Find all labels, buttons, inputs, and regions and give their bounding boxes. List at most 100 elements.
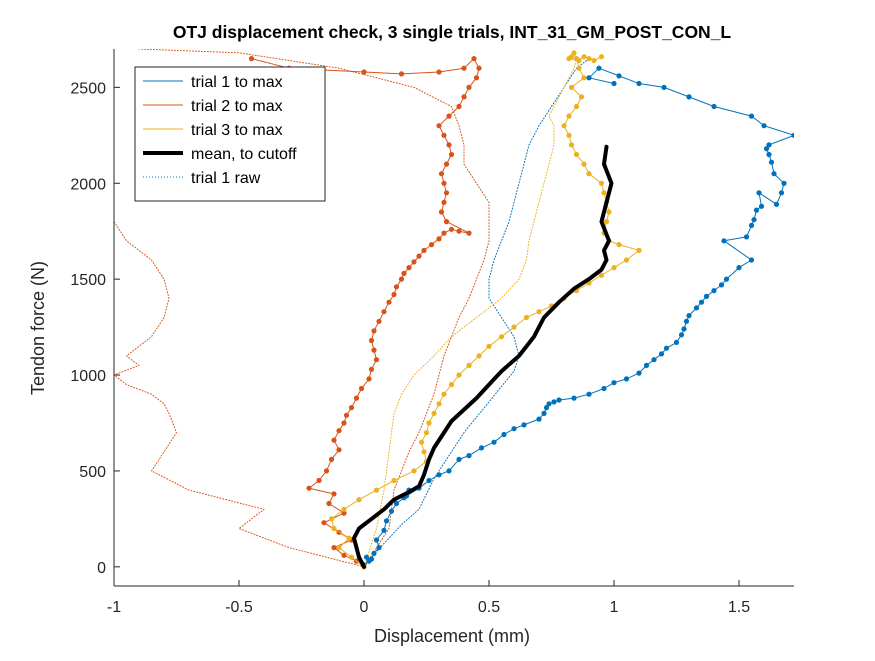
chart-title: OTJ displacement check, 3 single trials,…	[173, 22, 732, 42]
data-point	[316, 477, 322, 484]
data-point	[348, 405, 355, 411]
data-point	[393, 500, 400, 507]
data-point	[711, 288, 717, 294]
data-point	[486, 343, 492, 349]
data-point	[673, 339, 680, 345]
data-point	[761, 123, 767, 129]
data-point	[611, 380, 617, 386]
data-point	[426, 420, 432, 426]
data-point	[556, 397, 562, 403]
data-point	[373, 487, 380, 493]
data-point	[683, 318, 690, 324]
data-point	[603, 219, 610, 225]
data-point	[686, 94, 692, 100]
x-tick-label: -0.5	[225, 599, 253, 616]
x-axis-label: Displacement (mm)	[374, 626, 530, 646]
data-point	[756, 190, 762, 196]
data-point	[771, 171, 777, 177]
data-point	[448, 151, 455, 158]
data-point	[368, 366, 375, 372]
data-point	[446, 142, 452, 148]
data-point	[466, 230, 472, 236]
data-point	[306, 485, 312, 491]
data-point	[766, 142, 772, 148]
data-point	[663, 345, 670, 351]
series-line-3	[352, 144, 614, 569]
data-point	[391, 477, 397, 484]
data-point	[778, 190, 785, 196]
data-point	[366, 376, 372, 382]
data-point	[331, 525, 337, 532]
x-tick-label: 1.5	[728, 599, 750, 616]
data-point	[381, 309, 387, 315]
data-point	[573, 151, 580, 158]
data-point	[591, 57, 597, 64]
data-point	[551, 399, 557, 405]
data-point	[571, 395, 577, 401]
legend-label: trial 1 to max	[191, 74, 283, 91]
data-point	[478, 445, 485, 451]
data-point	[636, 370, 642, 376]
x-tick-label: 1	[610, 599, 619, 616]
data-point	[586, 171, 592, 177]
data-point	[616, 73, 622, 79]
data-point	[353, 395, 360, 401]
data-point	[616, 242, 622, 248]
data-point	[368, 556, 375, 562]
data-point	[748, 222, 755, 228]
y-tick-label: 1500	[70, 272, 106, 289]
data-point	[523, 314, 530, 321]
data-point	[736, 265, 742, 271]
data-point	[571, 50, 577, 56]
data-point	[361, 69, 367, 75]
data-point	[391, 291, 397, 298]
data-point	[401, 270, 407, 276]
data-point	[791, 132, 794, 138]
x-tick-label: -1	[107, 599, 121, 616]
data-point	[766, 151, 772, 158]
data-point	[376, 318, 382, 324]
data-point	[611, 265, 617, 271]
data-point	[456, 103, 462, 110]
y-tick-label: 2500	[70, 80, 106, 97]
data-point	[336, 545, 342, 551]
data-point	[358, 385, 365, 392]
legend: trial 1 to max trial 2 to max trial 3 to m…	[134, 66, 326, 202]
data-point	[763, 146, 770, 152]
data-point	[373, 357, 380, 363]
data-point	[381, 527, 387, 534]
data-point	[721, 238, 727, 244]
data-point	[601, 385, 607, 392]
y-tick-label: 500	[79, 464, 106, 481]
data-point	[596, 65, 602, 71]
data-point	[511, 426, 517, 432]
data-point	[466, 453, 472, 459]
data-point	[461, 94, 467, 100]
legend-label: trial 1 raw	[191, 170, 261, 187]
data-point	[456, 372, 462, 378]
data-point	[781, 180, 787, 186]
data-point	[441, 199, 447, 205]
data-point	[636, 80, 642, 87]
data-point	[328, 516, 335, 522]
data-point	[443, 190, 450, 196]
data-point	[371, 328, 377, 334]
data-point	[363, 554, 370, 560]
data-point	[773, 201, 780, 207]
data-point	[748, 113, 755, 119]
data-point	[598, 272, 605, 278]
x-tick-label: 0.5	[478, 599, 500, 616]
data-point	[341, 420, 347, 426]
data-point	[573, 103, 580, 110]
data-point	[443, 219, 450, 225]
data-point	[501, 431, 507, 438]
data-point	[326, 500, 332, 507]
data-point	[541, 410, 547, 416]
data-point	[703, 293, 710, 299]
data-point	[581, 54, 587, 60]
data-point	[428, 242, 435, 248]
data-point	[456, 456, 462, 462]
data-point	[578, 94, 585, 100]
data-point	[561, 123, 567, 129]
